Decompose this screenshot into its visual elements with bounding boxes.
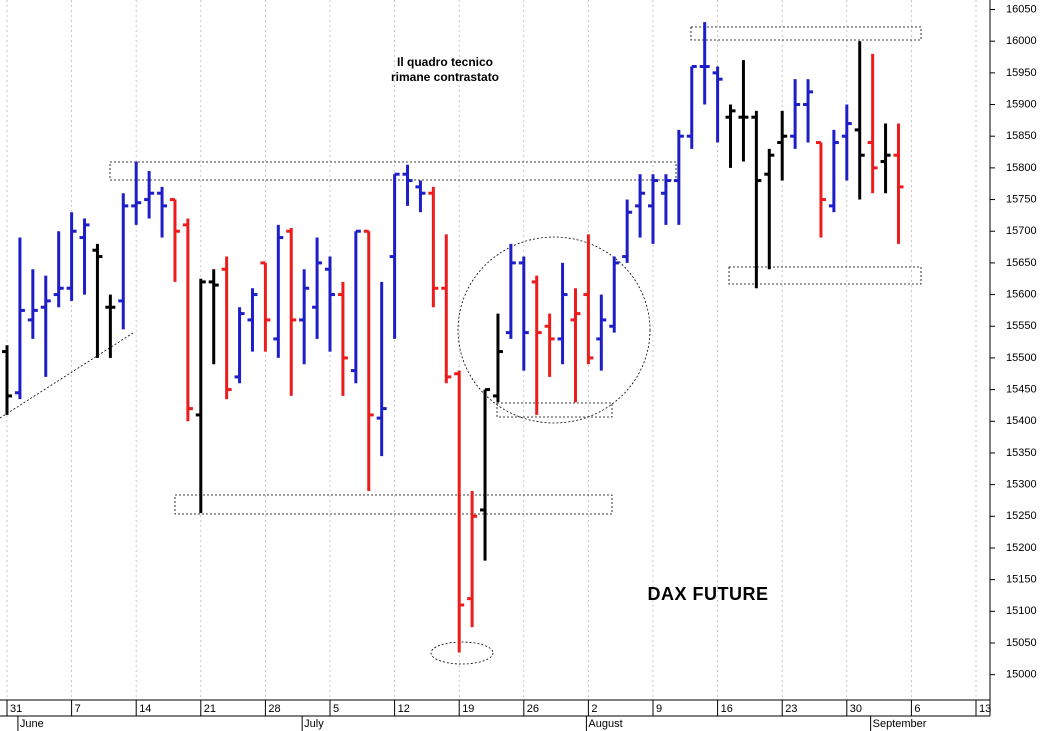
- bars: [2, 22, 904, 653]
- y-tick-label: 15100: [1006, 605, 1037, 617]
- circle-annotation: [457, 236, 651, 424]
- y-tick-label: 15400: [1006, 415, 1037, 427]
- annotation: rimane contrastato: [391, 70, 499, 84]
- support-box: [496, 402, 613, 418]
- x-tick-label: 14: [139, 703, 151, 715]
- y-tick-label: 15450: [1006, 383, 1037, 395]
- grid: [6, 0, 977, 700]
- y-tick-label: 15150: [1006, 574, 1037, 586]
- y-tick-label: 15300: [1006, 479, 1037, 491]
- y-tick-label: 15250: [1006, 510, 1037, 522]
- x-tick-label: 2: [591, 703, 597, 715]
- annotation: Il quadro tecnico: [397, 55, 493, 69]
- y-tick-label: 15850: [1006, 130, 1037, 142]
- y-tick-label: 15600: [1006, 288, 1037, 300]
- month-label: June: [20, 718, 44, 730]
- y-tick-label: 15350: [1006, 447, 1037, 459]
- resistance-box: [690, 26, 922, 41]
- x-tick-label: 9: [656, 703, 662, 715]
- x-tick-label: 31: [10, 703, 22, 715]
- y-tick-label: 15750: [1006, 193, 1037, 205]
- support-box: [728, 266, 922, 285]
- y-tick-label: 15050: [1006, 637, 1037, 649]
- x-tick-label: 16: [721, 703, 733, 715]
- x-tick-label: 30: [850, 703, 862, 715]
- x-tick-label: 19: [462, 703, 474, 715]
- y-tick-label: 15200: [1006, 542, 1037, 554]
- y-tick-label: 15550: [1006, 320, 1037, 332]
- y-tick-label: 15650: [1006, 257, 1037, 269]
- x-tick-label: 5: [333, 703, 339, 715]
- low-ellipse: [430, 641, 494, 665]
- month-label: September: [873, 718, 927, 730]
- x-tick-label: 26: [527, 703, 539, 715]
- month-label: August: [588, 718, 622, 730]
- y-tick-label: 15900: [1006, 98, 1037, 110]
- y-tick-label: 15950: [1006, 67, 1037, 79]
- y-tick-label: 16050: [1006, 3, 1037, 15]
- y-tick-label: 15500: [1006, 352, 1037, 364]
- x-tick-label: 23: [785, 703, 797, 715]
- month-label: July: [304, 718, 324, 730]
- x-tick-label: 28: [268, 703, 280, 715]
- x-tick-label: 6: [914, 703, 920, 715]
- y-tick-label: 15700: [1006, 225, 1037, 237]
- x-tick-label: 13: [979, 703, 991, 715]
- annotation-shapes: [0, 26, 922, 665]
- x-tick-label: 21: [204, 703, 216, 715]
- x-tick-label: 12: [398, 703, 410, 715]
- chart-title: DAX FUTURE: [648, 584, 769, 604]
- y-tick-label: 15000: [1006, 669, 1037, 681]
- x-tick-label: 7: [75, 703, 81, 715]
- y-tick-label: 16000: [1006, 35, 1037, 47]
- y-tick-label: 15800: [1006, 162, 1037, 174]
